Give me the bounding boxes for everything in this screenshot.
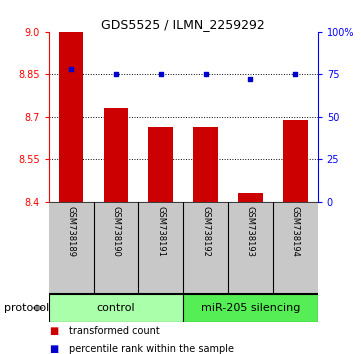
Text: GSM738190: GSM738190 — [112, 206, 121, 257]
Bar — [193, 127, 218, 202]
Point — [203, 72, 209, 77]
Text: miR-205 silencing: miR-205 silencing — [201, 303, 300, 313]
Text: ■: ■ — [49, 344, 58, 354]
Bar — [148, 127, 173, 202]
Bar — [49, 294, 183, 322]
Point — [158, 72, 164, 77]
Point — [68, 67, 74, 72]
Text: percentile rank within the sample: percentile rank within the sample — [69, 344, 234, 354]
Bar — [183, 294, 318, 322]
Text: control: control — [97, 303, 135, 313]
Point — [292, 72, 298, 77]
Text: GSM738191: GSM738191 — [156, 206, 165, 257]
Text: GSM738193: GSM738193 — [246, 206, 255, 257]
Text: protocol: protocol — [4, 303, 49, 313]
Text: GSM738194: GSM738194 — [291, 206, 300, 257]
Bar — [104, 108, 128, 202]
Bar — [283, 120, 308, 202]
Text: GSM738189: GSM738189 — [67, 206, 76, 257]
Text: GSM738192: GSM738192 — [201, 206, 210, 257]
Bar — [238, 193, 263, 202]
Title: GDS5525 / ILMN_2259292: GDS5525 / ILMN_2259292 — [101, 18, 265, 31]
Text: transformed count: transformed count — [69, 326, 159, 336]
Point — [113, 72, 119, 77]
Text: ■: ■ — [49, 326, 58, 336]
Bar — [59, 32, 83, 202]
Point — [248, 76, 253, 82]
